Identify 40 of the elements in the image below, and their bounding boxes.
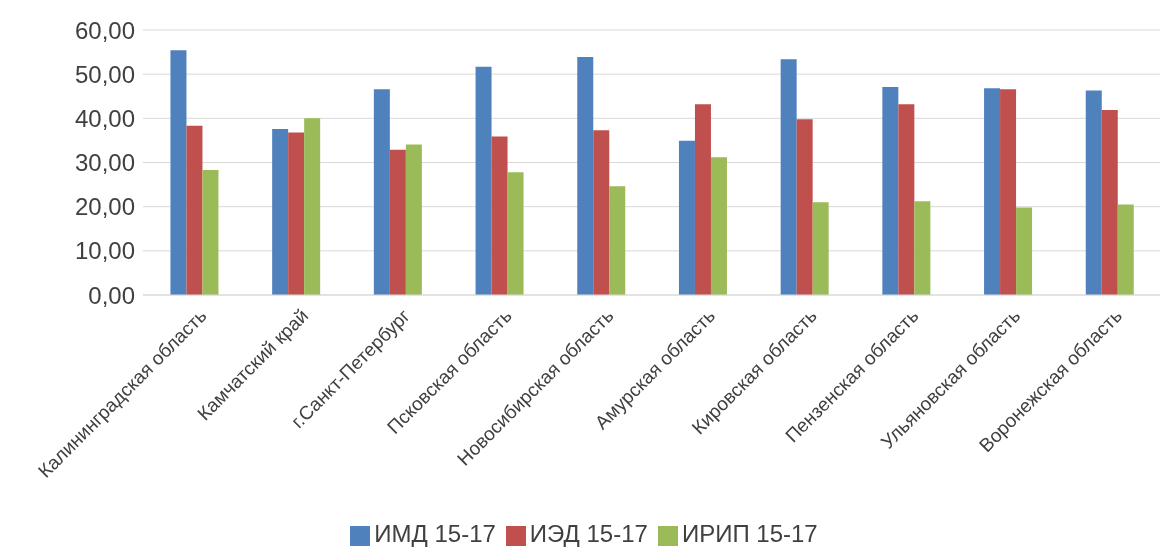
bar (914, 201, 931, 295)
bar (389, 149, 406, 295)
bar (1101, 109, 1118, 295)
bar (1117, 204, 1134, 295)
bar (491, 136, 508, 295)
bar (710, 157, 727, 295)
bar (609, 186, 626, 295)
bar (186, 125, 203, 295)
bar (678, 140, 695, 295)
legend-label: ИРИП 15-17 (681, 520, 818, 547)
legend-label: ИМД 15-17 (374, 520, 496, 547)
bar (882, 86, 899, 295)
bar (812, 202, 829, 295)
y-tick-label: 10,00 (74, 237, 135, 265)
bar (170, 50, 187, 295)
bar (1085, 90, 1102, 295)
bar (475, 66, 492, 295)
bar (288, 132, 305, 295)
y-tick-label: 20,00 (74, 193, 135, 221)
legend-label: ИЭД 15-17 (529, 520, 648, 547)
bar (405, 144, 422, 295)
bar (694, 104, 711, 295)
bar (796, 119, 813, 295)
bar (373, 89, 390, 295)
bar (898, 104, 915, 295)
y-tick-label: 60,00 (74, 16, 135, 44)
bar (304, 118, 321, 295)
bar (780, 59, 797, 295)
bar (507, 172, 524, 295)
bar (202, 170, 219, 295)
bar (577, 56, 594, 295)
bar (272, 128, 289, 295)
y-tick-label: 50,00 (74, 60, 135, 88)
y-tick-label: 0,00 (88, 281, 135, 309)
bar (984, 88, 1001, 295)
bar (1000, 89, 1017, 295)
bar (1016, 207, 1033, 295)
y-tick-label: 30,00 (74, 149, 135, 177)
y-tick-label: 40,00 (74, 104, 135, 132)
bar (593, 130, 610, 295)
